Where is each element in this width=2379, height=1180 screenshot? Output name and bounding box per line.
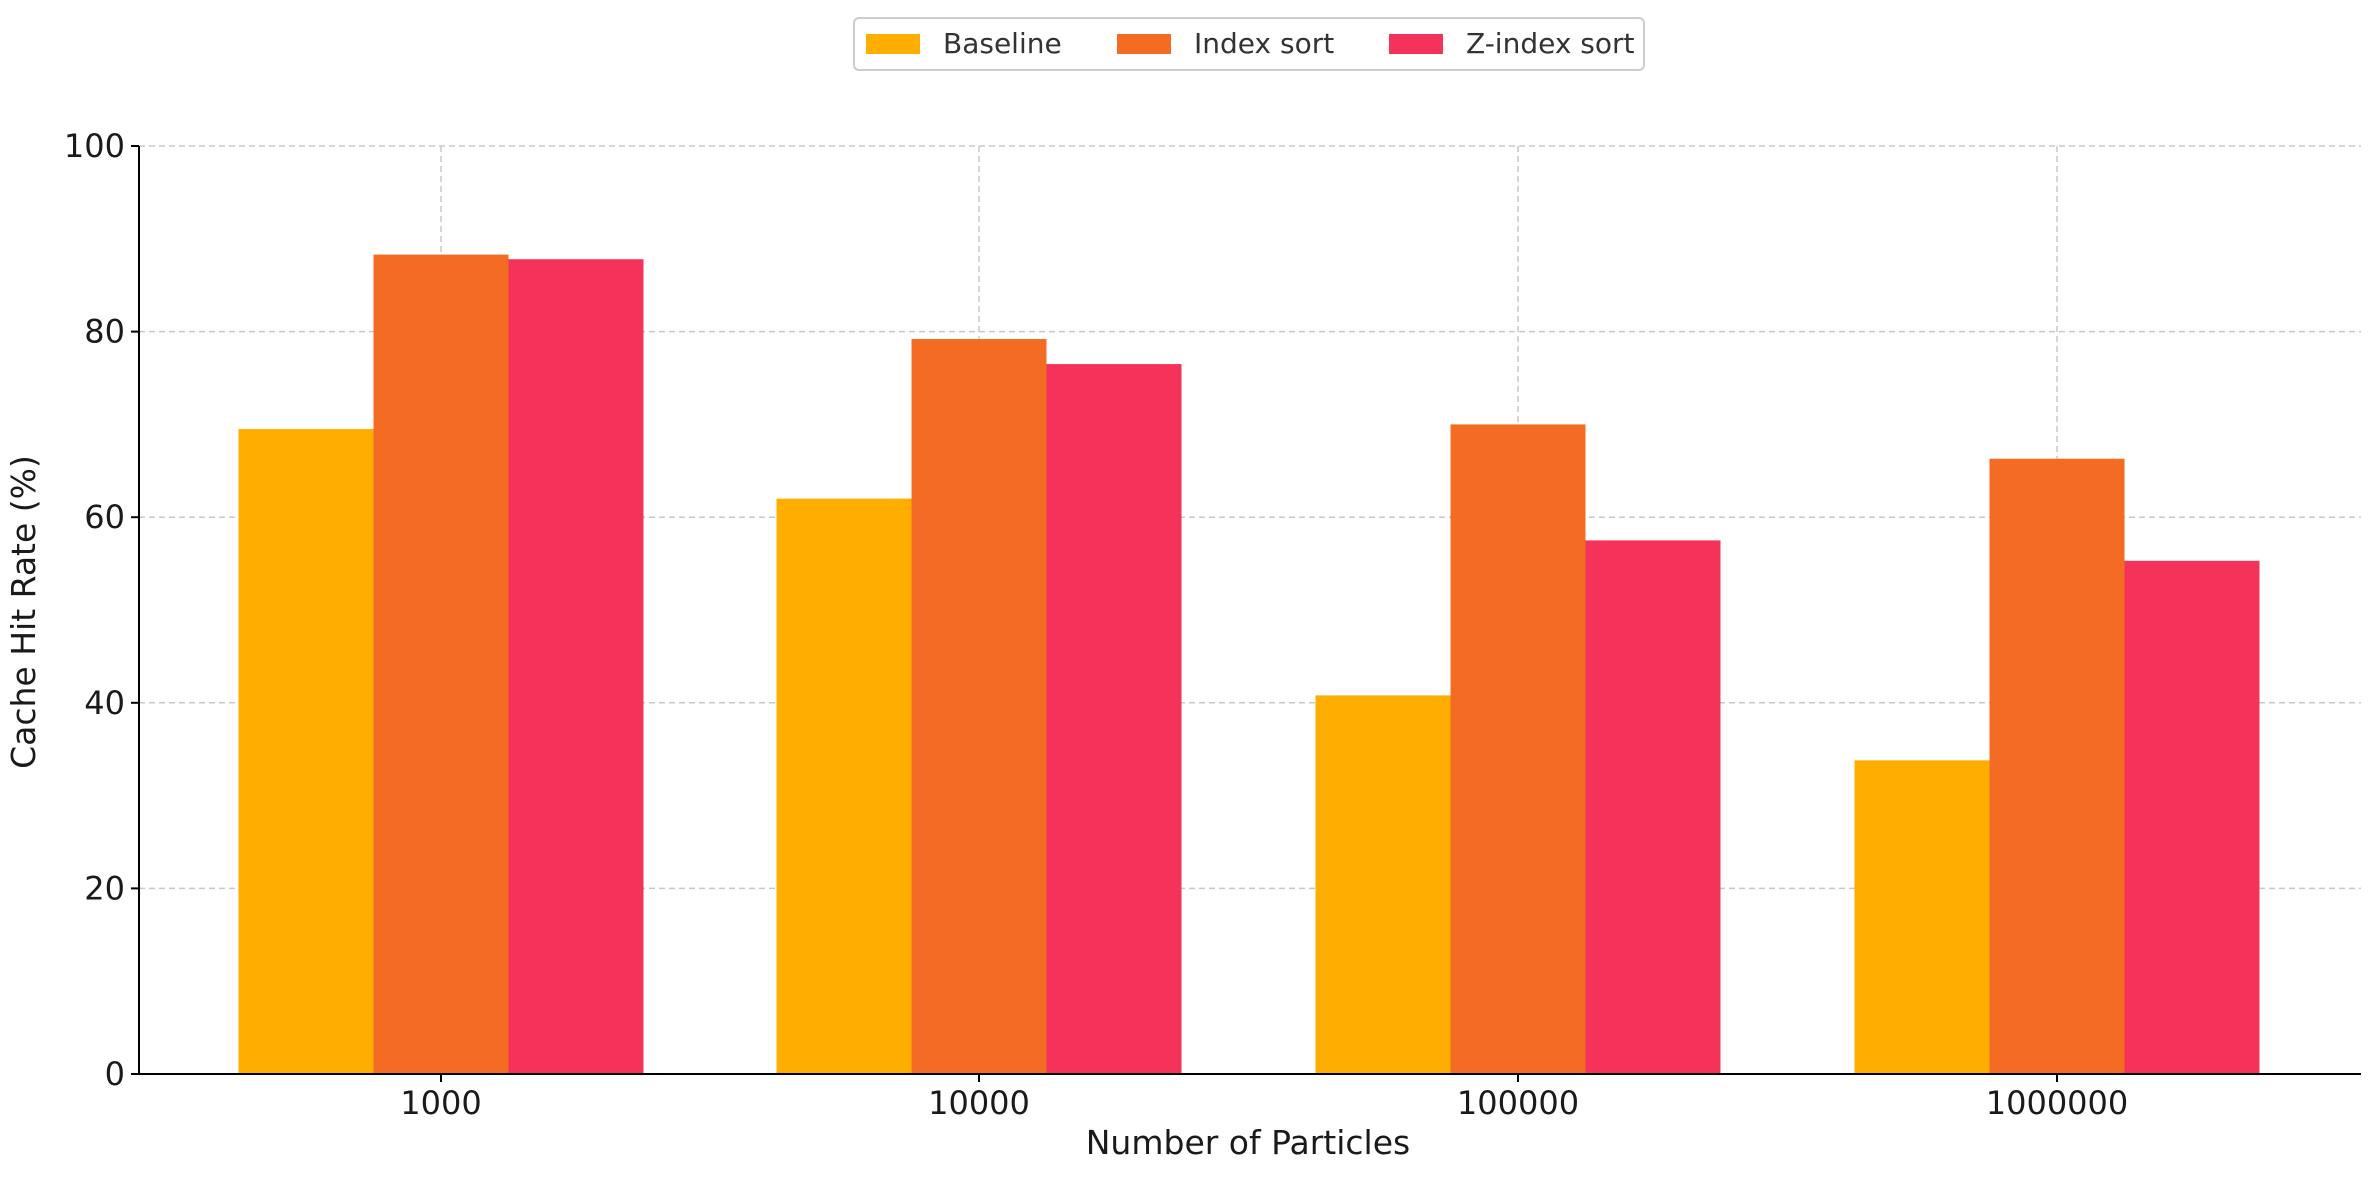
bar-z-index-sort-100000 bbox=[1585, 540, 1721, 1074]
y-tick-label: 20 bbox=[84, 869, 125, 907]
legend-frame bbox=[853, 17, 1645, 71]
bar-z-index-sort-1000 bbox=[508, 259, 644, 1074]
y-tick-labels: 0 20 40 60 80 100 bbox=[64, 127, 125, 1093]
y-tick-label: 40 bbox=[84, 684, 125, 722]
legend-label: Index sort bbox=[1194, 27, 1334, 60]
bar-index-sort-1000000 bbox=[1989, 458, 2125, 1075]
x-axis-label: Number of Particles bbox=[1086, 1123, 1410, 1162]
legend-swatch bbox=[1389, 34, 1443, 54]
bar-baseline-1000000 bbox=[1854, 760, 1990, 1074]
y-tick-label: 100 bbox=[64, 127, 125, 165]
x-tick-labels: 1000 10000 100000 1000000 bbox=[400, 1084, 2128, 1122]
bar-z-index-sort-1000000 bbox=[2124, 560, 2260, 1074]
y-tick-label: 80 bbox=[84, 313, 125, 351]
legend-item-z-index-sort: Z-index sort bbox=[1389, 27, 1635, 60]
bar-baseline-100000 bbox=[1315, 695, 1451, 1074]
legend-item-baseline: Baseline bbox=[866, 27, 1062, 60]
x-tick-label: 10000 bbox=[928, 1084, 1030, 1122]
x-tick-label: 1000000 bbox=[1986, 1084, 2129, 1122]
legend: Baseline Index sort Z-index sort bbox=[853, 17, 1645, 71]
bar-index-sort-100000 bbox=[1450, 424, 1586, 1074]
bar-z-index-sort-10000 bbox=[1046, 364, 1182, 1075]
bar-baseline-1000 bbox=[238, 429, 374, 1074]
y-tick-label: 60 bbox=[84, 498, 125, 536]
legend-swatch bbox=[866, 34, 920, 54]
y-axis-label: Cache Hit Rate (%) bbox=[4, 455, 43, 769]
bars bbox=[238, 254, 2260, 1075]
x-tick-label: 100000 bbox=[1457, 1084, 1579, 1122]
legend-swatch bbox=[1117, 34, 1171, 54]
axes bbox=[131, 145, 2361, 1082]
x-tick-label: 1000 bbox=[400, 1084, 481, 1122]
legend-label: Z-index sort bbox=[1466, 27, 1635, 60]
y-tick-label: 0 bbox=[105, 1055, 125, 1093]
bar-index-sort-1000 bbox=[373, 254, 509, 1075]
legend-label: Baseline bbox=[943, 27, 1062, 60]
bar-index-sort-10000 bbox=[911, 339, 1047, 1074]
bar-baseline-10000 bbox=[776, 498, 912, 1074]
legend-item-index-sort: Index sort bbox=[1117, 27, 1334, 60]
